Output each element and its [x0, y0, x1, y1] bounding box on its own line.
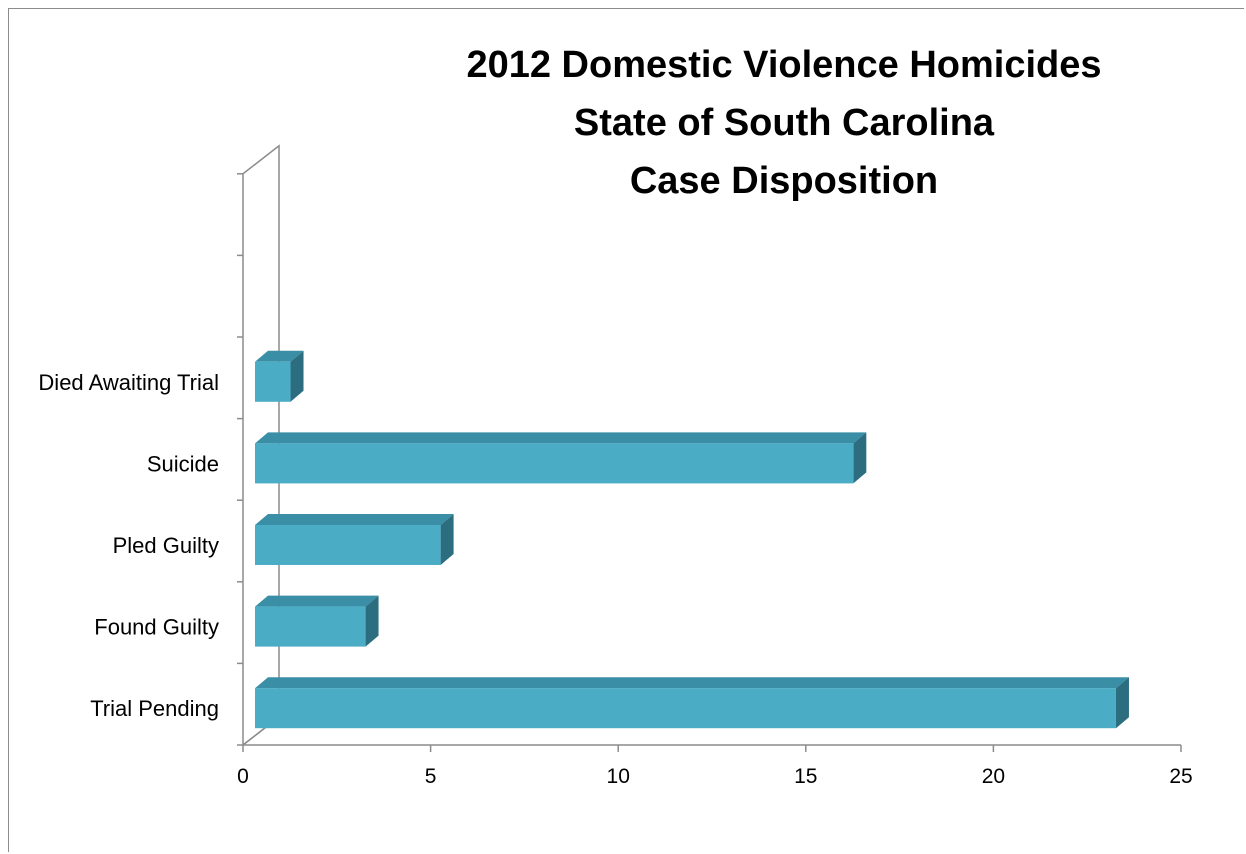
bar [255, 688, 1116, 729]
chart-frame: 2012 Domestic Violence Homicides State o… [8, 8, 1244, 852]
chart-title-line-3: Case Disposition [630, 160, 938, 202]
y-category-label: Died Awaiting Trial [38, 370, 219, 395]
x-tick-label: 25 [1169, 765, 1192, 788]
chart-title: 2012 Domestic Violence Homicides State o… [466, 44, 1101, 202]
x-tick-label: 10 [607, 765, 630, 788]
bars [255, 350, 1129, 729]
chart-title-line-1: 2012 Domestic Violence Homicides [466, 44, 1101, 86]
x-tick-label: 15 [794, 765, 817, 788]
y-category-label: Trial Pending [90, 696, 219, 721]
x-tick-label: 20 [982, 765, 1005, 788]
bar-top-face [255, 432, 867, 444]
y-category-label: Found Guilty [94, 615, 219, 640]
chart-title-line-2: State of South Carolina [574, 102, 995, 144]
bar-side-face [853, 432, 867, 484]
bar-chart: 2012 Domestic Violence Homicides State o… [38, 44, 1192, 788]
y-category-label: Pled Guilty [113, 533, 219, 558]
bar-side-face [290, 350, 304, 402]
x-tick-label: 5 [425, 765, 437, 788]
bar-top-face [255, 677, 1129, 689]
bar-side-face [440, 514, 454, 565]
axis-labels: 0 5 10 15 20 25 Trial Pending Found Guilty Pled … [38, 370, 1192, 788]
bar-top-face [255, 350, 304, 362]
bar-side-face [1115, 677, 1129, 729]
bar-top-face [255, 595, 379, 607]
x-tick-label: 0 [237, 765, 249, 788]
bar-side-face [365, 595, 379, 647]
bar-top-face [255, 514, 454, 525]
bar [255, 606, 366, 647]
bar [255, 361, 291, 402]
bar [255, 443, 854, 484]
bar [255, 525, 441, 565]
y-category-label: Suicide [147, 451, 219, 476]
